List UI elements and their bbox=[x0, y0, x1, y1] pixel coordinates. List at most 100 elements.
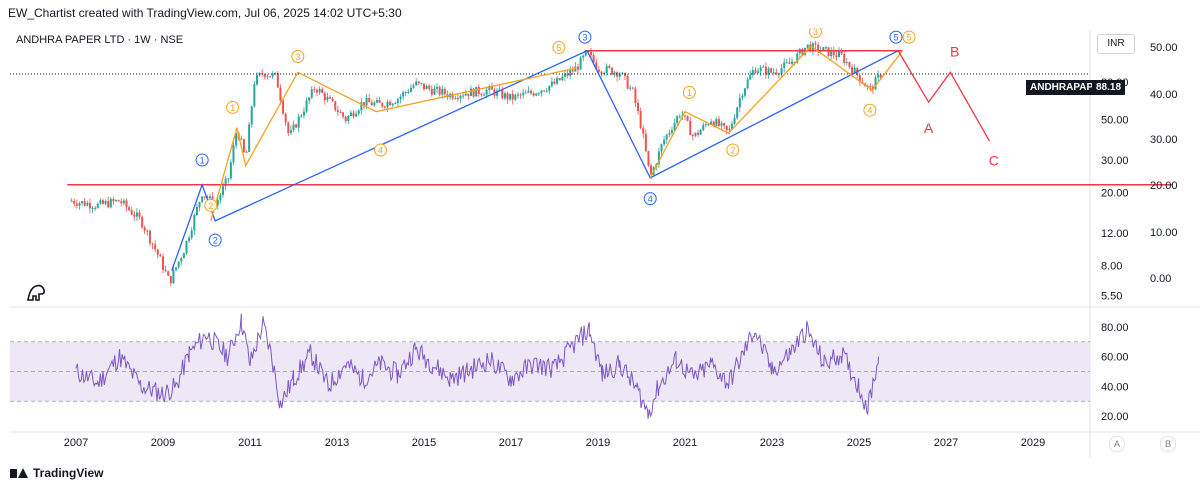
candle-body bbox=[809, 44, 812, 52]
wave-label-orange-b5: 5 bbox=[907, 33, 912, 43]
candle-body bbox=[663, 139, 666, 145]
wave-label-orange-2: 2 bbox=[208, 201, 213, 211]
y-tick-right: 40.00 bbox=[1150, 89, 1178, 101]
candle-body bbox=[177, 261, 180, 268]
x-tick-2011: 2011 bbox=[238, 437, 262, 449]
candle-body bbox=[532, 93, 535, 96]
candle-body bbox=[151, 243, 154, 245]
candle-body bbox=[146, 230, 149, 232]
candle-body bbox=[501, 89, 504, 99]
x-tick-2017: 2017 bbox=[499, 437, 523, 449]
candle-body bbox=[558, 78, 561, 81]
candle-body bbox=[738, 97, 741, 108]
wave-label-blue-2-marker bbox=[208, 233, 222, 247]
candle-body bbox=[389, 101, 392, 106]
tradingview-brand[interactable]: TradingView bbox=[10, 466, 103, 480]
candle-body bbox=[840, 51, 843, 55]
candle-body bbox=[433, 88, 436, 95]
candle-body bbox=[255, 75, 258, 85]
candle-body bbox=[180, 258, 183, 262]
candle-body bbox=[780, 67, 783, 74]
candle-body bbox=[365, 98, 368, 106]
candle-body bbox=[425, 85, 428, 90]
y-tick-left: 12.00 bbox=[1101, 228, 1129, 240]
candle-body bbox=[167, 271, 170, 276]
candle-body bbox=[830, 50, 833, 57]
candle-body bbox=[874, 77, 877, 90]
candle-body bbox=[574, 66, 577, 72]
candle-body bbox=[608, 66, 611, 68]
candle-body bbox=[96, 203, 99, 208]
candle-body bbox=[712, 121, 715, 127]
candle-body bbox=[188, 237, 191, 241]
auto-scale-button[interactable]: A bbox=[1109, 436, 1125, 452]
wave-label-orange-5-marker bbox=[552, 40, 566, 54]
wave-label-blue-1: 1 bbox=[200, 156, 205, 166]
candle-body bbox=[347, 116, 350, 122]
candle-body bbox=[172, 270, 175, 284]
candle-body bbox=[459, 95, 462, 99]
candle-body bbox=[749, 74, 752, 80]
rsi-y-tick: 80.00 bbox=[1101, 322, 1129, 334]
candle-body bbox=[506, 93, 509, 100]
candle-body bbox=[639, 111, 642, 129]
symbol-title: ANDHRA PAPER LTD · 1W · NSE bbox=[16, 34, 184, 46]
candle-body bbox=[441, 88, 444, 95]
wave-label-orange-b4-marker bbox=[863, 103, 877, 117]
x-tick-2029: 2029 bbox=[1021, 437, 1045, 449]
candle-body bbox=[822, 47, 825, 51]
candle-body bbox=[796, 53, 799, 63]
candle-body bbox=[548, 85, 551, 91]
wave-line-correction bbox=[897, 50, 991, 142]
candle-body bbox=[266, 76, 269, 78]
wave-label-orange-4: 4 bbox=[378, 146, 383, 156]
candle-body bbox=[689, 120, 692, 136]
wave-label-orange-b2-marker bbox=[726, 143, 740, 157]
candle-body bbox=[684, 115, 686, 117]
candle-body bbox=[138, 212, 141, 217]
candle-body bbox=[396, 99, 399, 104]
y-tick-right: 0.00 bbox=[1150, 273, 1171, 285]
candle-body bbox=[376, 100, 379, 103]
candle-body bbox=[175, 267, 178, 271]
candle-body bbox=[162, 256, 164, 270]
candle-body bbox=[357, 110, 360, 114]
candle-body bbox=[480, 93, 483, 95]
candle-body bbox=[112, 199, 115, 202]
candle-body bbox=[827, 47, 830, 57]
candle-body bbox=[394, 103, 397, 105]
y-tick-right: 50.00 bbox=[1150, 42, 1178, 54]
chart-canvas[interactable]: 1 2 3 4 5 1 2 3 4 5 1 2 3 4 5 A B C 2007 2009 2011 2013 2015 2… bbox=[0, 28, 1200, 458]
candle-body bbox=[783, 62, 786, 68]
candle-body bbox=[644, 133, 647, 152]
candle-body bbox=[728, 128, 731, 131]
candle-body bbox=[120, 201, 123, 204]
candle-body bbox=[271, 73, 274, 77]
candle-body bbox=[292, 124, 295, 131]
wave-label-blue-3: 3 bbox=[582, 33, 587, 43]
candle-body bbox=[185, 240, 188, 254]
candle-body bbox=[853, 67, 856, 74]
candle-body bbox=[475, 86, 478, 97]
log-scale-button[interactable]: B bbox=[1160, 436, 1176, 452]
wave-label-orange-1-marker bbox=[226, 100, 240, 114]
candle-body bbox=[83, 201, 86, 206]
candle-body bbox=[101, 200, 104, 204]
candle-body bbox=[135, 212, 138, 217]
candle-body bbox=[300, 115, 303, 117]
wave-label-orange-b5-marker bbox=[902, 30, 916, 44]
candle-body bbox=[751, 70, 754, 75]
candle-body bbox=[456, 98, 459, 100]
candle-body bbox=[203, 196, 206, 198]
candle-body bbox=[514, 94, 517, 100]
candle-body bbox=[879, 74, 882, 78]
candle-body bbox=[691, 135, 694, 137]
candle-body bbox=[122, 200, 125, 204]
currency-selector[interactable]: INR bbox=[1097, 34, 1135, 54]
candle-body bbox=[670, 130, 673, 133]
wave-label-orange-2-marker bbox=[204, 198, 218, 212]
candle-body bbox=[488, 85, 491, 90]
candle-body bbox=[399, 96, 402, 100]
last-price-symbol-badge: ANDHRAPAP bbox=[1026, 80, 1098, 95]
candle-body bbox=[308, 97, 311, 101]
